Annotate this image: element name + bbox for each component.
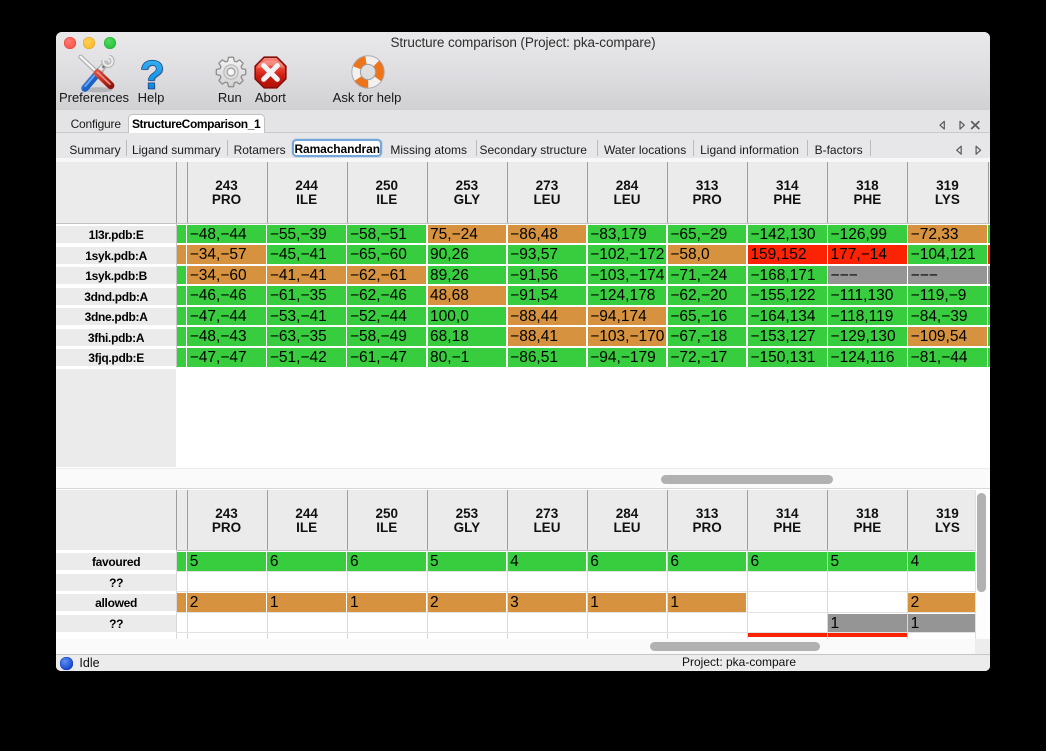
svg-text:?: ?: [141, 55, 165, 95]
svg-text:?: ?: [140, 55, 164, 95]
